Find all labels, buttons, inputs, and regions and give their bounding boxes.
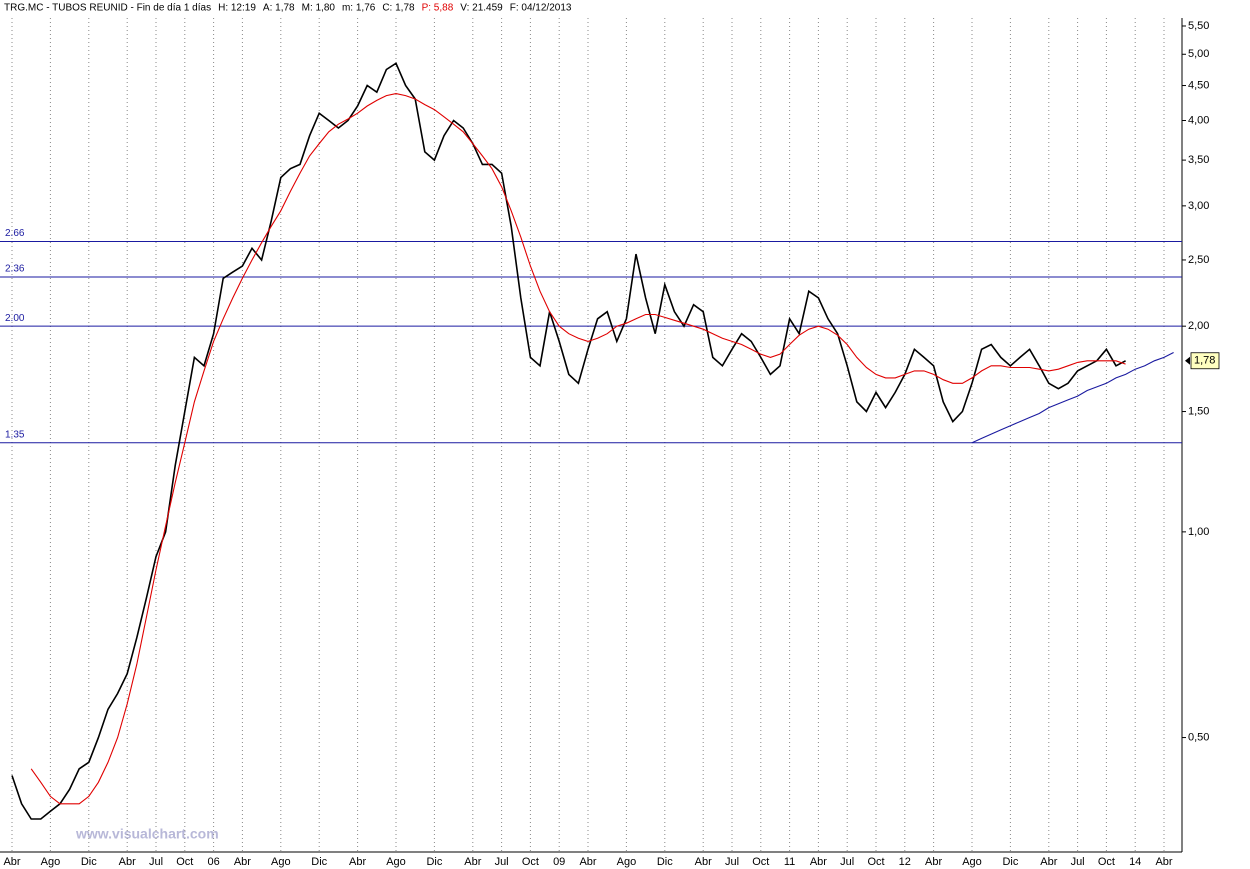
x-tick-label: 09 — [553, 856, 565, 868]
header-item: C: 1,78 — [382, 3, 415, 14]
y-tick-label: 4,50 — [1188, 79, 1209, 91]
price-line — [971, 352, 1174, 444]
x-tick-label: Oct — [1098, 856, 1115, 868]
level-label: 2.66 — [5, 228, 25, 239]
x-tick-label: Oct — [176, 856, 193, 868]
x-tick-label: Dic — [1002, 856, 1018, 868]
x-tick-label: 14 — [1129, 856, 1141, 868]
y-tick-label: 3,00 — [1188, 200, 1209, 212]
x-tick-label: Abr — [579, 856, 596, 868]
price-line — [11, 62, 1126, 820]
x-tick-label: Abr — [119, 856, 136, 868]
x-tick-label: Jul — [495, 856, 509, 868]
header-item: A: 1,78 — [263, 3, 295, 14]
x-tick-label: Abr — [925, 856, 942, 868]
y-tick-label: 5,00 — [1188, 48, 1209, 60]
x-tick-label: 11 — [784, 856, 795, 868]
x-tick-label: Abr — [1155, 856, 1172, 868]
x-tick-label: Jul — [1071, 856, 1085, 868]
y-tick-label: 4,00 — [1188, 114, 1209, 126]
x-tick-label: Abr — [234, 856, 251, 868]
header-item: F: 04/12/2013 — [510, 3, 572, 14]
x-tick-label: Oct — [522, 856, 539, 868]
x-tick-label: Ago — [271, 856, 291, 868]
header-item: M: 1,80 — [302, 3, 336, 14]
x-tick-label: Ago — [962, 856, 982, 868]
x-tick-label: Dic — [311, 856, 327, 868]
y-tick-label: 3,50 — [1188, 154, 1209, 166]
x-tick-label: Jul — [725, 856, 739, 868]
x-tick-label: Oct — [752, 856, 769, 868]
header-item: m: 1,76 — [342, 3, 376, 14]
header-item: TRG.MC - TUBOS REUNID - Fin de día 1 día… — [4, 3, 211, 14]
x-tick-label: Ago — [41, 856, 61, 868]
x-tick-label: Dic — [657, 856, 673, 868]
x-tick-label: Abr — [3, 856, 20, 868]
x-tick-label: 12 — [899, 856, 911, 868]
x-tick-label: 06 — [207, 856, 219, 868]
x-tick-label: Abr — [1040, 856, 1057, 868]
x-tick-label: Ago — [386, 856, 406, 868]
header-item: P: 5,88 — [422, 3, 454, 14]
x-tick-label: Oct — [867, 856, 884, 868]
x-tick-label: Jul — [840, 856, 854, 868]
level-label: 2.36 — [5, 264, 25, 275]
y-tick-label: 1,00 — [1188, 526, 1209, 538]
header-item: V: 21.459 — [460, 3, 503, 14]
x-tick-label: Jul — [149, 856, 163, 868]
watermark: www.visualchart.com — [75, 826, 219, 842]
x-tick-label: Dic — [81, 856, 97, 868]
last-value-box — [1190, 352, 1220, 370]
y-tick-label: 0,50 — [1188, 731, 1209, 743]
header-item: H: 12:19 — [218, 3, 256, 14]
last-value-arrow — [1185, 356, 1190, 365]
y-tick-label: 2,50 — [1188, 254, 1209, 266]
level-label: 1.35 — [5, 429, 25, 440]
y-tick-label: 2,00 — [1188, 320, 1209, 332]
x-tick-label: Ago — [617, 856, 637, 868]
y-tick-label: 5,50 — [1188, 20, 1209, 32]
x-tick-label: Abr — [695, 856, 712, 868]
x-tick-label: Abr — [810, 856, 827, 868]
y-tick-label: 1,50 — [1188, 405, 1209, 417]
level-label: 2.00 — [5, 313, 25, 324]
x-tick-label: Abr — [464, 856, 481, 868]
last-value-label: 1,78 — [1194, 355, 1215, 367]
x-tick-label: Abr — [349, 856, 366, 868]
x-tick-label: Dic — [426, 856, 442, 868]
price-line — [30, 93, 1126, 805]
